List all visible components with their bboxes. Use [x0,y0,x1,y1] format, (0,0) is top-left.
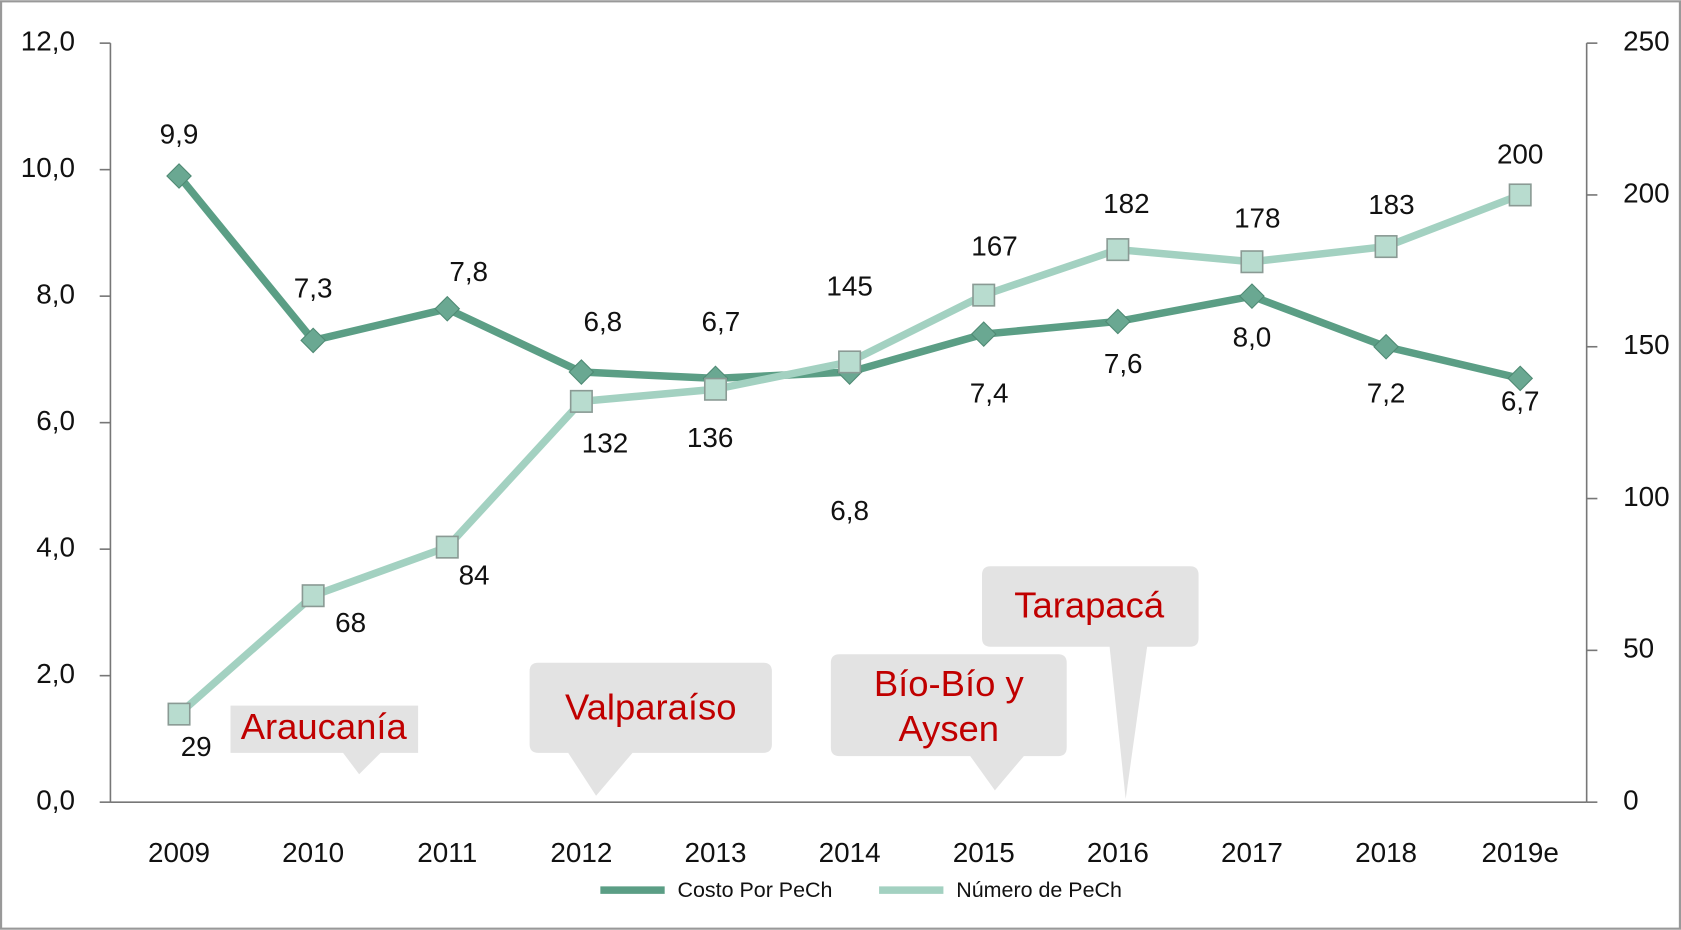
legend-label: Costo Por PeCh [678,878,833,902]
data-label: 9,9 [160,119,199,150]
data-label: 178 [1234,202,1280,233]
marker [167,702,191,726]
legend-label: Número de PeCh [956,878,1122,902]
x-tick-label: 2015 [953,837,1015,868]
data-label: 6,8 [583,306,622,337]
callout-box [529,662,772,796]
marker [1374,235,1398,259]
y-tick-label: 0,0 [36,785,75,816]
marker [1507,365,1534,392]
x-tick-label: 2016 [1087,837,1149,868]
x-tick-label: 2018 [1355,837,1417,868]
annotation: Tarapacá [1014,585,1165,626]
data-label: 7,4 [970,378,1009,409]
data-label: 68 [335,607,366,638]
marker [703,377,728,401]
marker [568,359,595,385]
marker [300,327,327,354]
data-label: 6,7 [1501,385,1540,416]
marker [1106,238,1130,262]
annotation: Aysen [898,708,999,749]
marker [1239,283,1265,310]
marker [434,295,461,322]
data-label: 84 [459,560,490,591]
x-tick-label: 2019e [1481,837,1558,868]
y-tick-label: 8,0 [36,279,75,310]
x-tick-label: 2014 [819,837,881,868]
data-label: 182 [1103,188,1149,219]
data-label: 183 [1368,189,1414,220]
annotation: Bío-Bío y [874,663,1025,704]
data-label: 29 [181,731,212,762]
marker [838,350,862,374]
marker [166,163,192,189]
data-label: 145 [826,270,872,301]
y2-tick-label: 250 [1623,26,1669,57]
callout-box [230,705,419,775]
callout-box [982,566,1199,799]
marker [972,283,996,307]
data-label: 7,3 [294,272,333,303]
annotation: Araucanía [241,706,408,747]
data-label: 6,7 [701,306,740,337]
marker [1373,333,1399,360]
data-label: 167 [971,230,1017,261]
data-label: 7,6 [1104,348,1143,379]
x-tick-label: 2009 [148,837,210,868]
x-tick-label: 2017 [1221,837,1283,868]
callout-box [830,654,1067,791]
marker [1104,308,1131,335]
y2-tick-label: 200 [1623,177,1669,208]
data-label: 132 [582,428,628,459]
data-label: 136 [687,422,733,453]
marker [1240,250,1264,274]
data-label: 200 [1497,139,1543,170]
x-tick-label: 2010 [282,837,344,868]
callouts [230,566,1199,799]
x-tick-label: 2012 [550,837,612,868]
marker [970,321,997,347]
data-label: 7,8 [449,256,488,287]
annotation: Valparaíso [565,687,737,728]
marker [1508,183,1532,207]
y-tick-label: 4,0 [36,532,75,563]
marker [301,584,325,608]
x-tick-label: 2011 [417,837,477,868]
y-tick-label: 10,0 [21,152,75,183]
y-tick-label: 12,0 [21,26,75,57]
y2-tick-label: 0 [1623,785,1639,816]
data-label: 7,2 [1367,377,1406,408]
marker [569,389,593,413]
y2-tick-label: 100 [1623,481,1669,512]
y2-tick-label: 150 [1623,329,1669,360]
marker [435,535,459,559]
x-tick-label: 2013 [685,837,747,868]
data-label: 6,8 [830,495,869,526]
y-tick-label: 6,0 [36,405,75,436]
y2-tick-label: 50 [1623,633,1654,664]
data-label: 8,0 [1233,321,1272,352]
y-tick-label: 2,0 [36,658,75,689]
